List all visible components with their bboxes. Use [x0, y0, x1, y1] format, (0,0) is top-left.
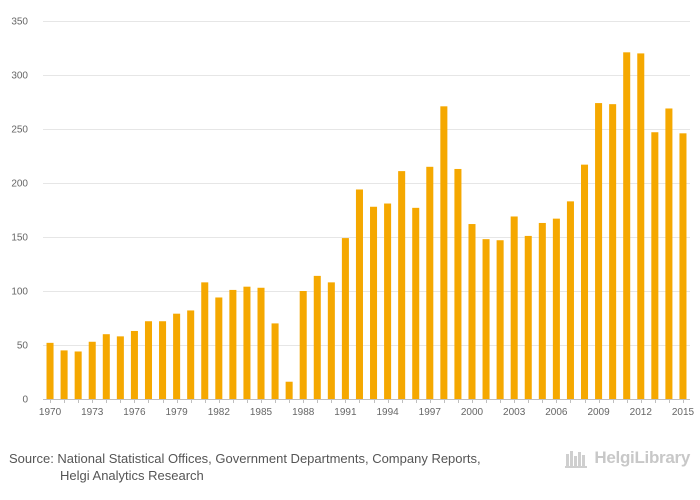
bar-1972[interactable] [74, 351, 82, 399]
bar-1997[interactable] [426, 166, 434, 399]
bar-1985[interactable] [257, 287, 265, 399]
y-axis-ticks: 0 50 100 150 200 250 300 350 [11, 17, 28, 406]
bar-2006[interactable] [552, 218, 560, 399]
bar-2001[interactable] [482, 239, 490, 399]
bar-2005[interactable] [538, 222, 546, 399]
bar-series [46, 52, 687, 400]
grid-lines [43, 21, 690, 346]
x-tick-label: 2015 [672, 407, 695, 418]
source-line-2: Helgi Analytics Research [60, 468, 204, 483]
bar-1993[interactable] [370, 206, 378, 399]
bar-2000[interactable] [468, 224, 476, 399]
bar-1976[interactable] [130, 330, 138, 399]
bar-1979[interactable] [173, 313, 181, 399]
bar-1970[interactable] [46, 342, 54, 399]
bar-2014[interactable] [665, 108, 673, 399]
x-tick-label: 1988 [292, 407, 315, 418]
bar-2003[interactable] [510, 216, 518, 399]
y-tick-label: 350 [11, 17, 28, 28]
bar-2015[interactable] [679, 133, 687, 399]
source-note: Source: National Statistical Offices, Go… [9, 450, 549, 484]
x-tick-label: 1973 [81, 407, 104, 418]
bar-1986[interactable] [271, 323, 279, 399]
x-tick-label: 2000 [461, 407, 484, 418]
bar-1984[interactable] [243, 286, 251, 399]
bar-1995[interactable] [398, 171, 406, 399]
bar-2010[interactable] [609, 104, 617, 399]
y-tick-label: 250 [11, 125, 28, 136]
bar-1980[interactable] [187, 310, 195, 399]
bar-2004[interactable] [524, 235, 532, 399]
bar-1992[interactable] [355, 189, 363, 399]
bar-1999[interactable] [454, 168, 462, 399]
bar-1998[interactable] [440, 106, 448, 399]
bar-2011[interactable] [623, 52, 631, 399]
x-tick-label: 1991 [334, 407, 357, 418]
bar-1989[interactable] [313, 275, 321, 399]
y-tick-label: 200 [11, 179, 28, 190]
bar-1996[interactable] [412, 207, 420, 399]
brand-logo: HelgiLibrary [565, 448, 690, 468]
x-tick-label: 2009 [587, 407, 610, 418]
x-tick-label: 1997 [419, 407, 442, 418]
y-tick-label: 100 [11, 287, 28, 298]
bar-2009[interactable] [595, 103, 603, 399]
bar-1994[interactable] [384, 203, 392, 399]
bar-1971[interactable] [60, 350, 68, 399]
bar-1974[interactable] [102, 334, 110, 399]
x-tick-label: 1979 [165, 407, 188, 418]
y-tick-label: 300 [11, 71, 28, 82]
x-tick-label: 1985 [250, 407, 273, 418]
x-tick-label: 1970 [39, 407, 62, 418]
bar-1978[interactable] [159, 321, 167, 399]
library-icon [565, 451, 588, 468]
bar-1975[interactable] [116, 336, 124, 399]
x-axis-ticks: 1970 1973 1976 1979 1982 1985 1988 1991 1994 1997… [39, 399, 695, 418]
x-tick-label: 1994 [376, 407, 399, 418]
x-tick-label: 1982 [208, 407, 231, 418]
bar-1990[interactable] [327, 282, 335, 399]
brand-name: HelgiLibrary [594, 448, 690, 467]
y-tick-label: 0 [22, 395, 28, 406]
x-tick-label: 1976 [123, 407, 146, 418]
x-tick-label: 2006 [545, 407, 568, 418]
bar-1991[interactable] [341, 238, 349, 399]
y-tick-label: 50 [17, 341, 29, 352]
bar-1983[interactable] [229, 289, 237, 399]
x-tick-label: 2003 [503, 407, 526, 418]
bar-1973[interactable] [88, 341, 96, 399]
source-line-1: Source: National Statistical Offices, Go… [9, 451, 481, 466]
bar-2012[interactable] [637, 53, 645, 400]
bar-2013[interactable] [651, 132, 659, 400]
y-tick-label: 150 [11, 233, 28, 244]
bar-1987[interactable] [285, 381, 293, 399]
bar-1981[interactable] [201, 282, 209, 399]
bar-1988[interactable] [299, 291, 307, 399]
bar-1982[interactable] [215, 297, 223, 399]
x-tick-label: 2012 [630, 407, 653, 418]
bar-2008[interactable] [580, 164, 589, 399]
bar-1977[interactable] [144, 321, 153, 399]
bar-2007[interactable] [566, 201, 574, 399]
bar-2002[interactable] [496, 240, 504, 399]
